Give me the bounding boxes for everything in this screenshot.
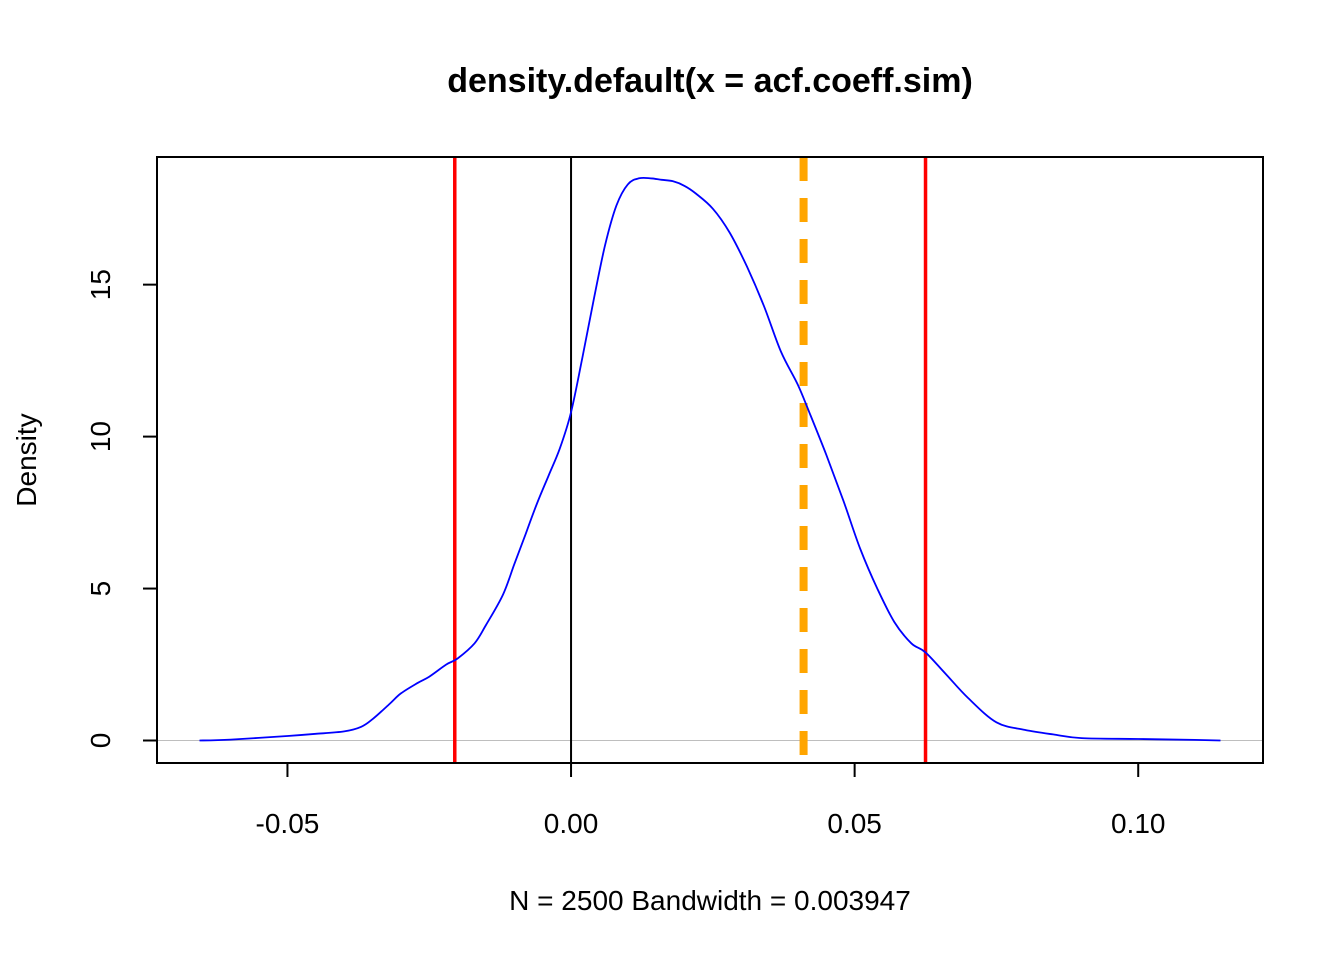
chart-title: density.default(x = acf.coeff.sim) bbox=[447, 62, 973, 100]
plot-area bbox=[158, 157, 1262, 763]
x-tick-label: 0.00 bbox=[544, 808, 599, 839]
y-axis-label: Density bbox=[11, 413, 42, 506]
x-axis-label: N = 2500 Bandwidth = 0.003947 bbox=[509, 885, 911, 916]
y-tick-label: 5 bbox=[85, 581, 116, 597]
x-tick-label: 0.05 bbox=[827, 808, 882, 839]
y-tick-label: 10 bbox=[85, 421, 116, 452]
y-tick-label: 0 bbox=[85, 733, 116, 749]
density-curve bbox=[199, 176, 1221, 742]
x-tick-label: -0.05 bbox=[256, 808, 320, 839]
plot-frame bbox=[156, 156, 1264, 764]
y-tick-label: 15 bbox=[85, 269, 116, 300]
x-tick-label: 0.10 bbox=[1111, 808, 1166, 839]
axes: -0.05 0.00 0.05 0.10 0 5 10 15 bbox=[85, 269, 1165, 839]
